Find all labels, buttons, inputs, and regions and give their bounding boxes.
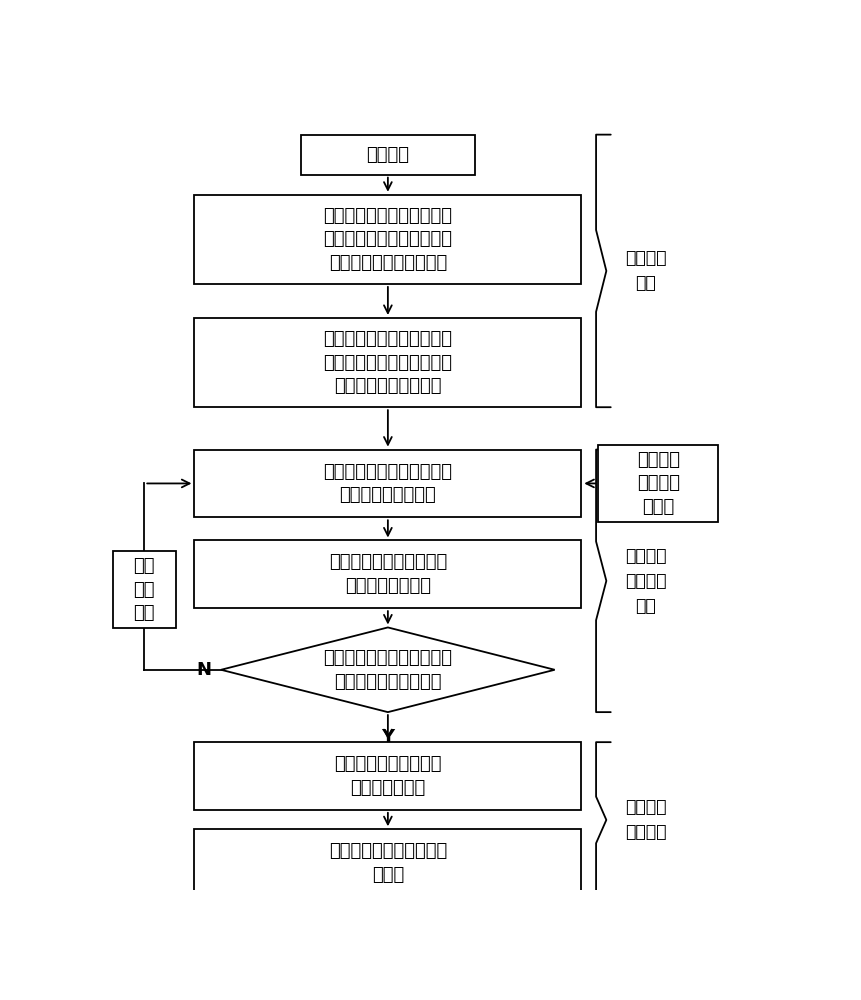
FancyBboxPatch shape xyxy=(195,742,581,810)
Text: N: N xyxy=(196,661,211,679)
Text: 利用所得导向矢量形成降
维矩阵: 利用所得导向矢量形成降 维矩阵 xyxy=(329,842,447,884)
FancyBboxPatch shape xyxy=(195,195,581,284)
Text: 子阵划分
过程: 子阵划分 过程 xyxy=(625,249,666,292)
Text: 推导三维
旋转变换
方程组: 推导三维 旋转变换 方程组 xyxy=(636,451,679,516)
Text: 降维矩阵
计算过程: 降维矩阵 计算过程 xyxy=(625,798,666,841)
Text: Y: Y xyxy=(381,728,394,746)
Text: 改变
相对
子阵: 改变 相对 子阵 xyxy=(133,557,155,622)
Text: 得到波束指向在原始三维坐
标系中的方向矢量、原始子
阵和相对子阵间的夹角: 得到波束指向在原始三维坐 标系中的方向矢量、原始子 阵和相对子阵间的夹角 xyxy=(324,330,452,395)
Text: 划分子阵: 划分子阵 xyxy=(367,146,409,164)
Polygon shape xyxy=(221,627,554,712)
FancyBboxPatch shape xyxy=(113,551,176,628)
Text: 将上述方向矢量和夹角代入
三维旋转变换方程组: 将上述方向矢量和夹角代入 三维旋转变换方程组 xyxy=(324,463,452,504)
Text: 得到波束指向在该相对坐
标系中的方向矢量: 得到波束指向在该相对坐 标系中的方向矢量 xyxy=(329,554,447,595)
Text: 定义标准三维坐标系、原始
子阵、原始三维坐标系、相
对子阵、相对三维坐标系: 定义标准三维坐标系、原始 子阵、原始三维坐标系、相 对子阵、相对三维坐标系 xyxy=(324,207,452,272)
FancyBboxPatch shape xyxy=(195,829,581,897)
FancyBboxPatch shape xyxy=(195,540,581,608)
Text: 是否得到波束指向在所有相
对坐标系中的方向矢量: 是否得到波束指向在所有相 对坐标系中的方向矢量 xyxy=(324,649,452,691)
Text: 利用所得结果计算各相
对子阵导向矢量: 利用所得结果计算各相 对子阵导向矢量 xyxy=(334,755,442,797)
FancyBboxPatch shape xyxy=(301,135,474,175)
FancyBboxPatch shape xyxy=(195,450,581,517)
FancyBboxPatch shape xyxy=(598,445,718,522)
Text: 子阵波束
指向调整
过程: 子阵波束 指向调整 过程 xyxy=(625,547,666,615)
FancyBboxPatch shape xyxy=(195,318,581,407)
